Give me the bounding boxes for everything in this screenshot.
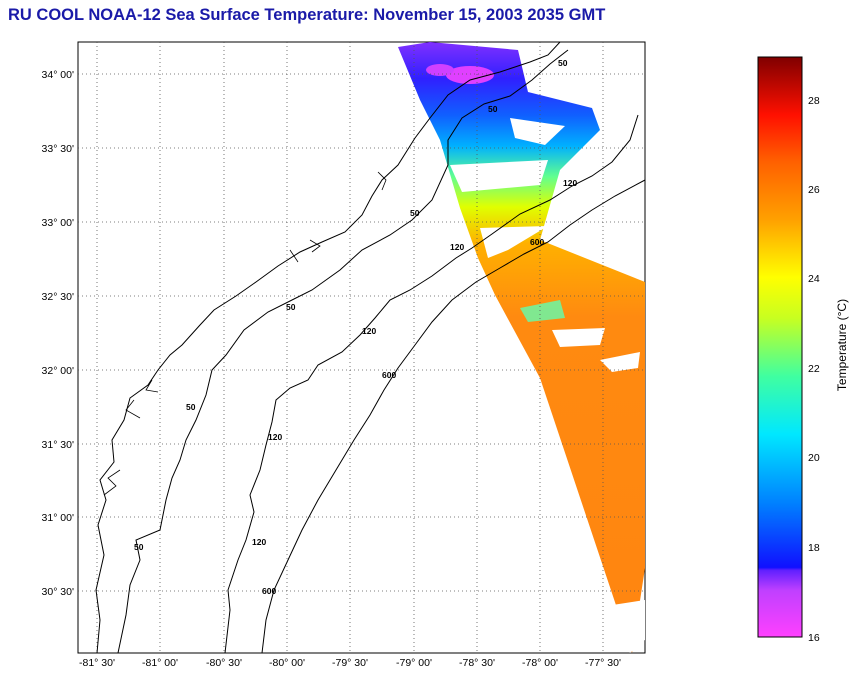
colorbar-label: Temperature (°C) (835, 299, 849, 391)
colorbar (757, 56, 803, 638)
colorbar-tick-label: 26 (808, 184, 820, 196)
colorbar-tick-label: 24 (808, 273, 820, 285)
lon-tick-label: -81° 00' (142, 657, 178, 669)
contour-label-50: 50 (286, 302, 296, 312)
colorbar-tick-label: 22 (808, 363, 820, 375)
lon-tick-label: -79° 00' (396, 657, 432, 669)
contour-label-120: 120 (362, 326, 376, 336)
warm-patch (446, 66, 494, 84)
isobath-600 (261, 179, 645, 653)
lat-tick-label: 30° 30' (42, 586, 74, 598)
coastline-detail (103, 171, 387, 496)
contour-label-50: 50 (186, 402, 196, 412)
cloud-gap (580, 600, 645, 653)
page-title: RU COOL NOAA-12 Sea Surface Temperature:… (8, 6, 606, 24)
lon-tick-label: -80° 30' (206, 657, 242, 669)
map-grid (78, 42, 645, 653)
cloud-gap (600, 352, 640, 372)
cloud-gap (552, 328, 605, 347)
lat-tick-label: 32° 00' (42, 365, 74, 377)
contour-label-50: 50 (410, 208, 420, 218)
contour-label-50: 50 (134, 542, 144, 552)
contour-label-50: 50 (558, 58, 568, 68)
colorbar-tick-label: 28 (808, 95, 820, 107)
cloud-gap (480, 226, 548, 258)
contour-label-120: 120 (450, 242, 464, 252)
lon-tick-label: -81° 30' (79, 657, 115, 669)
colorbar-tick-label: 20 (808, 452, 820, 464)
lon-tick-label: -80° 00' (269, 657, 305, 669)
lat-tick-label: 32° 30' (42, 291, 74, 303)
contour-label-600: 600 (262, 586, 276, 596)
colorbar-tick-label: 18 (808, 542, 820, 554)
colorbar-tick-label: 16 (808, 632, 820, 644)
lat-tick-label: 31° 00' (42, 512, 74, 524)
contour-label-50: 50 (488, 104, 498, 114)
cloud-gap (510, 118, 565, 145)
lon-tick-label: -78° 00' (522, 657, 558, 669)
isobath-120 (224, 114, 639, 653)
coastline (95, 42, 561, 653)
lon-tick-label: -77° 30' (585, 657, 621, 669)
lat-tick-label: 31° 30' (42, 439, 74, 451)
lat-tick-label: 34° 00' (42, 69, 74, 81)
contour-label-600: 600 (382, 370, 396, 380)
warm-patch (426, 64, 454, 76)
contour-label-120: 120 (268, 432, 282, 442)
cloud-gap (450, 160, 548, 192)
lon-tick-label: -78° 30' (459, 657, 495, 669)
contour-label-120: 120 (563, 178, 577, 188)
contour-label-120: 120 (252, 537, 266, 547)
lat-tick-label: 33° 30' (42, 143, 74, 155)
lon-tick-label: -79° 30' (332, 657, 368, 669)
contour-label-600: 600 (530, 237, 544, 247)
satellite-swath (398, 42, 645, 653)
isobath-50 (117, 49, 569, 653)
lat-tick-label: 33° 00' (42, 217, 74, 229)
cool-patch (520, 300, 565, 322)
